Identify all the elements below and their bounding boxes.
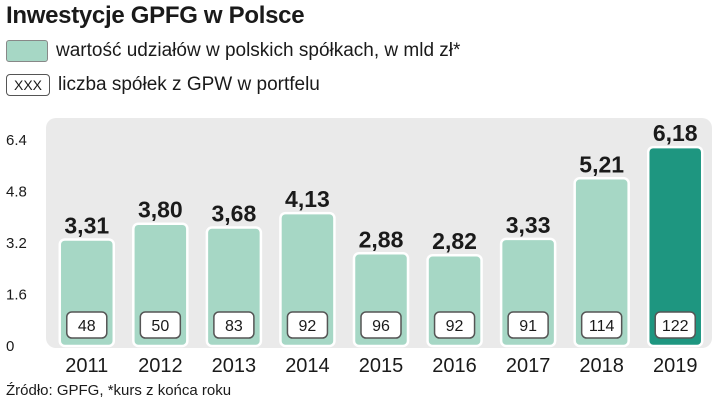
count-label: 92	[299, 318, 317, 335]
count-label: 122	[662, 318, 689, 335]
bar	[573, 177, 630, 348]
y-tick-label: 6.4	[6, 132, 27, 149]
source-note: Źródło: GPFG, *kurs z końca roku	[6, 382, 232, 399]
x-tick-label: 2019	[653, 355, 698, 377]
count-box	[139, 311, 182, 339]
count-box	[433, 311, 476, 339]
count-box	[286, 311, 329, 339]
legend-swatch-bar	[6, 40, 48, 62]
x-tick-label: 2012	[138, 355, 183, 377]
y-tick-label: 1.6	[6, 287, 27, 304]
count-label: 96	[372, 318, 390, 335]
bar-value-label: 2,82	[432, 228, 477, 254]
legend-swatch-count: XXX	[6, 74, 50, 96]
count-label: 92	[446, 318, 464, 335]
chart-title: Inwestycje GPFG w Polsce	[6, 2, 305, 29]
count-label: 48	[78, 318, 96, 335]
bar-value-label: 2,88	[359, 226, 404, 252]
bar-value-label: 3,68	[212, 201, 257, 227]
count-label: 114	[589, 318, 615, 335]
bar-value-label: 4,13	[285, 186, 330, 212]
x-tick-label: 2018	[579, 355, 624, 377]
x-tick-label: 2016	[432, 355, 477, 377]
x-tick-label: 2017	[506, 355, 551, 377]
bar-value-label: 3,33	[506, 212, 551, 238]
count-box	[654, 311, 696, 339]
count-box	[213, 311, 255, 339]
bar-value-label: 5,21	[579, 151, 624, 177]
bar-value-label: 6,18	[653, 120, 698, 146]
count-label: 83	[225, 318, 243, 335]
count-box	[66, 311, 108, 339]
count-label: 50	[151, 318, 169, 335]
legend-item-count: XXX liczba spółek z GPW w portfelu	[6, 74, 320, 96]
y-tick-label: 0	[6, 338, 14, 355]
y-tick-label: 4.8	[6, 184, 27, 201]
count-label: 91	[519, 318, 537, 335]
x-tick-label: 2014	[285, 355, 330, 377]
legend-label-count: liczba spółek z GPW w portfelu	[58, 74, 320, 95]
x-tick-label: 2011	[65, 355, 108, 377]
bar	[646, 145, 704, 348]
bar-value-label: 3,80	[138, 197, 183, 223]
legend-label-value: wartość udziałów w polskich spółkach, w …	[56, 40, 461, 61]
x-tick-label: 2013	[212, 355, 257, 377]
count-box	[580, 311, 623, 339]
count-box	[360, 311, 402, 339]
bar-value-label: 3,31	[64, 212, 109, 238]
y-tick-label: 3.2	[6, 235, 27, 252]
count-box	[507, 311, 549, 339]
x-tick-label: 2015	[359, 355, 404, 377]
legend-item-value: wartość udziałów w polskich spółkach, w …	[6, 40, 460, 62]
